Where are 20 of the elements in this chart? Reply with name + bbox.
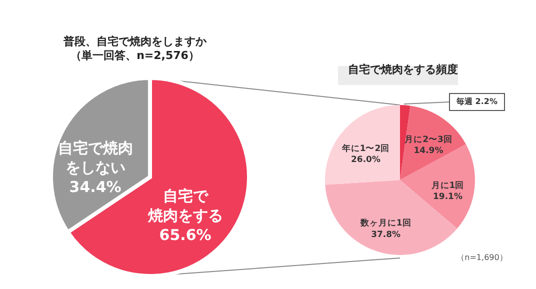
data-label: 26.0% — [350, 154, 381, 165]
data-label: 14.9% — [414, 146, 444, 156]
pie-slice — [400, 105, 410, 180]
pie-slice — [400, 144, 475, 229]
slice-label: 自宅で焼肉をしない — [58, 138, 133, 176]
data-label: 65.6% — [159, 226, 212, 244]
slice-label: 毎週 2.2% — [456, 97, 498, 106]
chart-title: 自宅で焼肉をする頻度 — [348, 63, 458, 76]
data-label: 37.8% — [371, 230, 402, 240]
data-label: 34.4% — [69, 178, 122, 196]
slice-label: 年に1〜2回 — [340, 142, 390, 154]
slice-label: 月に2〜3回 — [404, 134, 452, 145]
slice-label: 月に1回 — [430, 180, 464, 191]
slice-label: 数ヶ月に1回 — [359, 218, 412, 229]
data-label: 19.1% — [432, 192, 463, 202]
text: （n=1,690） — [456, 253, 508, 262]
chart-title: 普段、自宅で焼肉をしますか — [62, 35, 208, 48]
slice-label: 自宅で焼肉をする — [146, 186, 223, 224]
chart-subtitle: （単一回答、n=2,576） — [70, 49, 200, 62]
pie-slice — [325, 105, 400, 185]
